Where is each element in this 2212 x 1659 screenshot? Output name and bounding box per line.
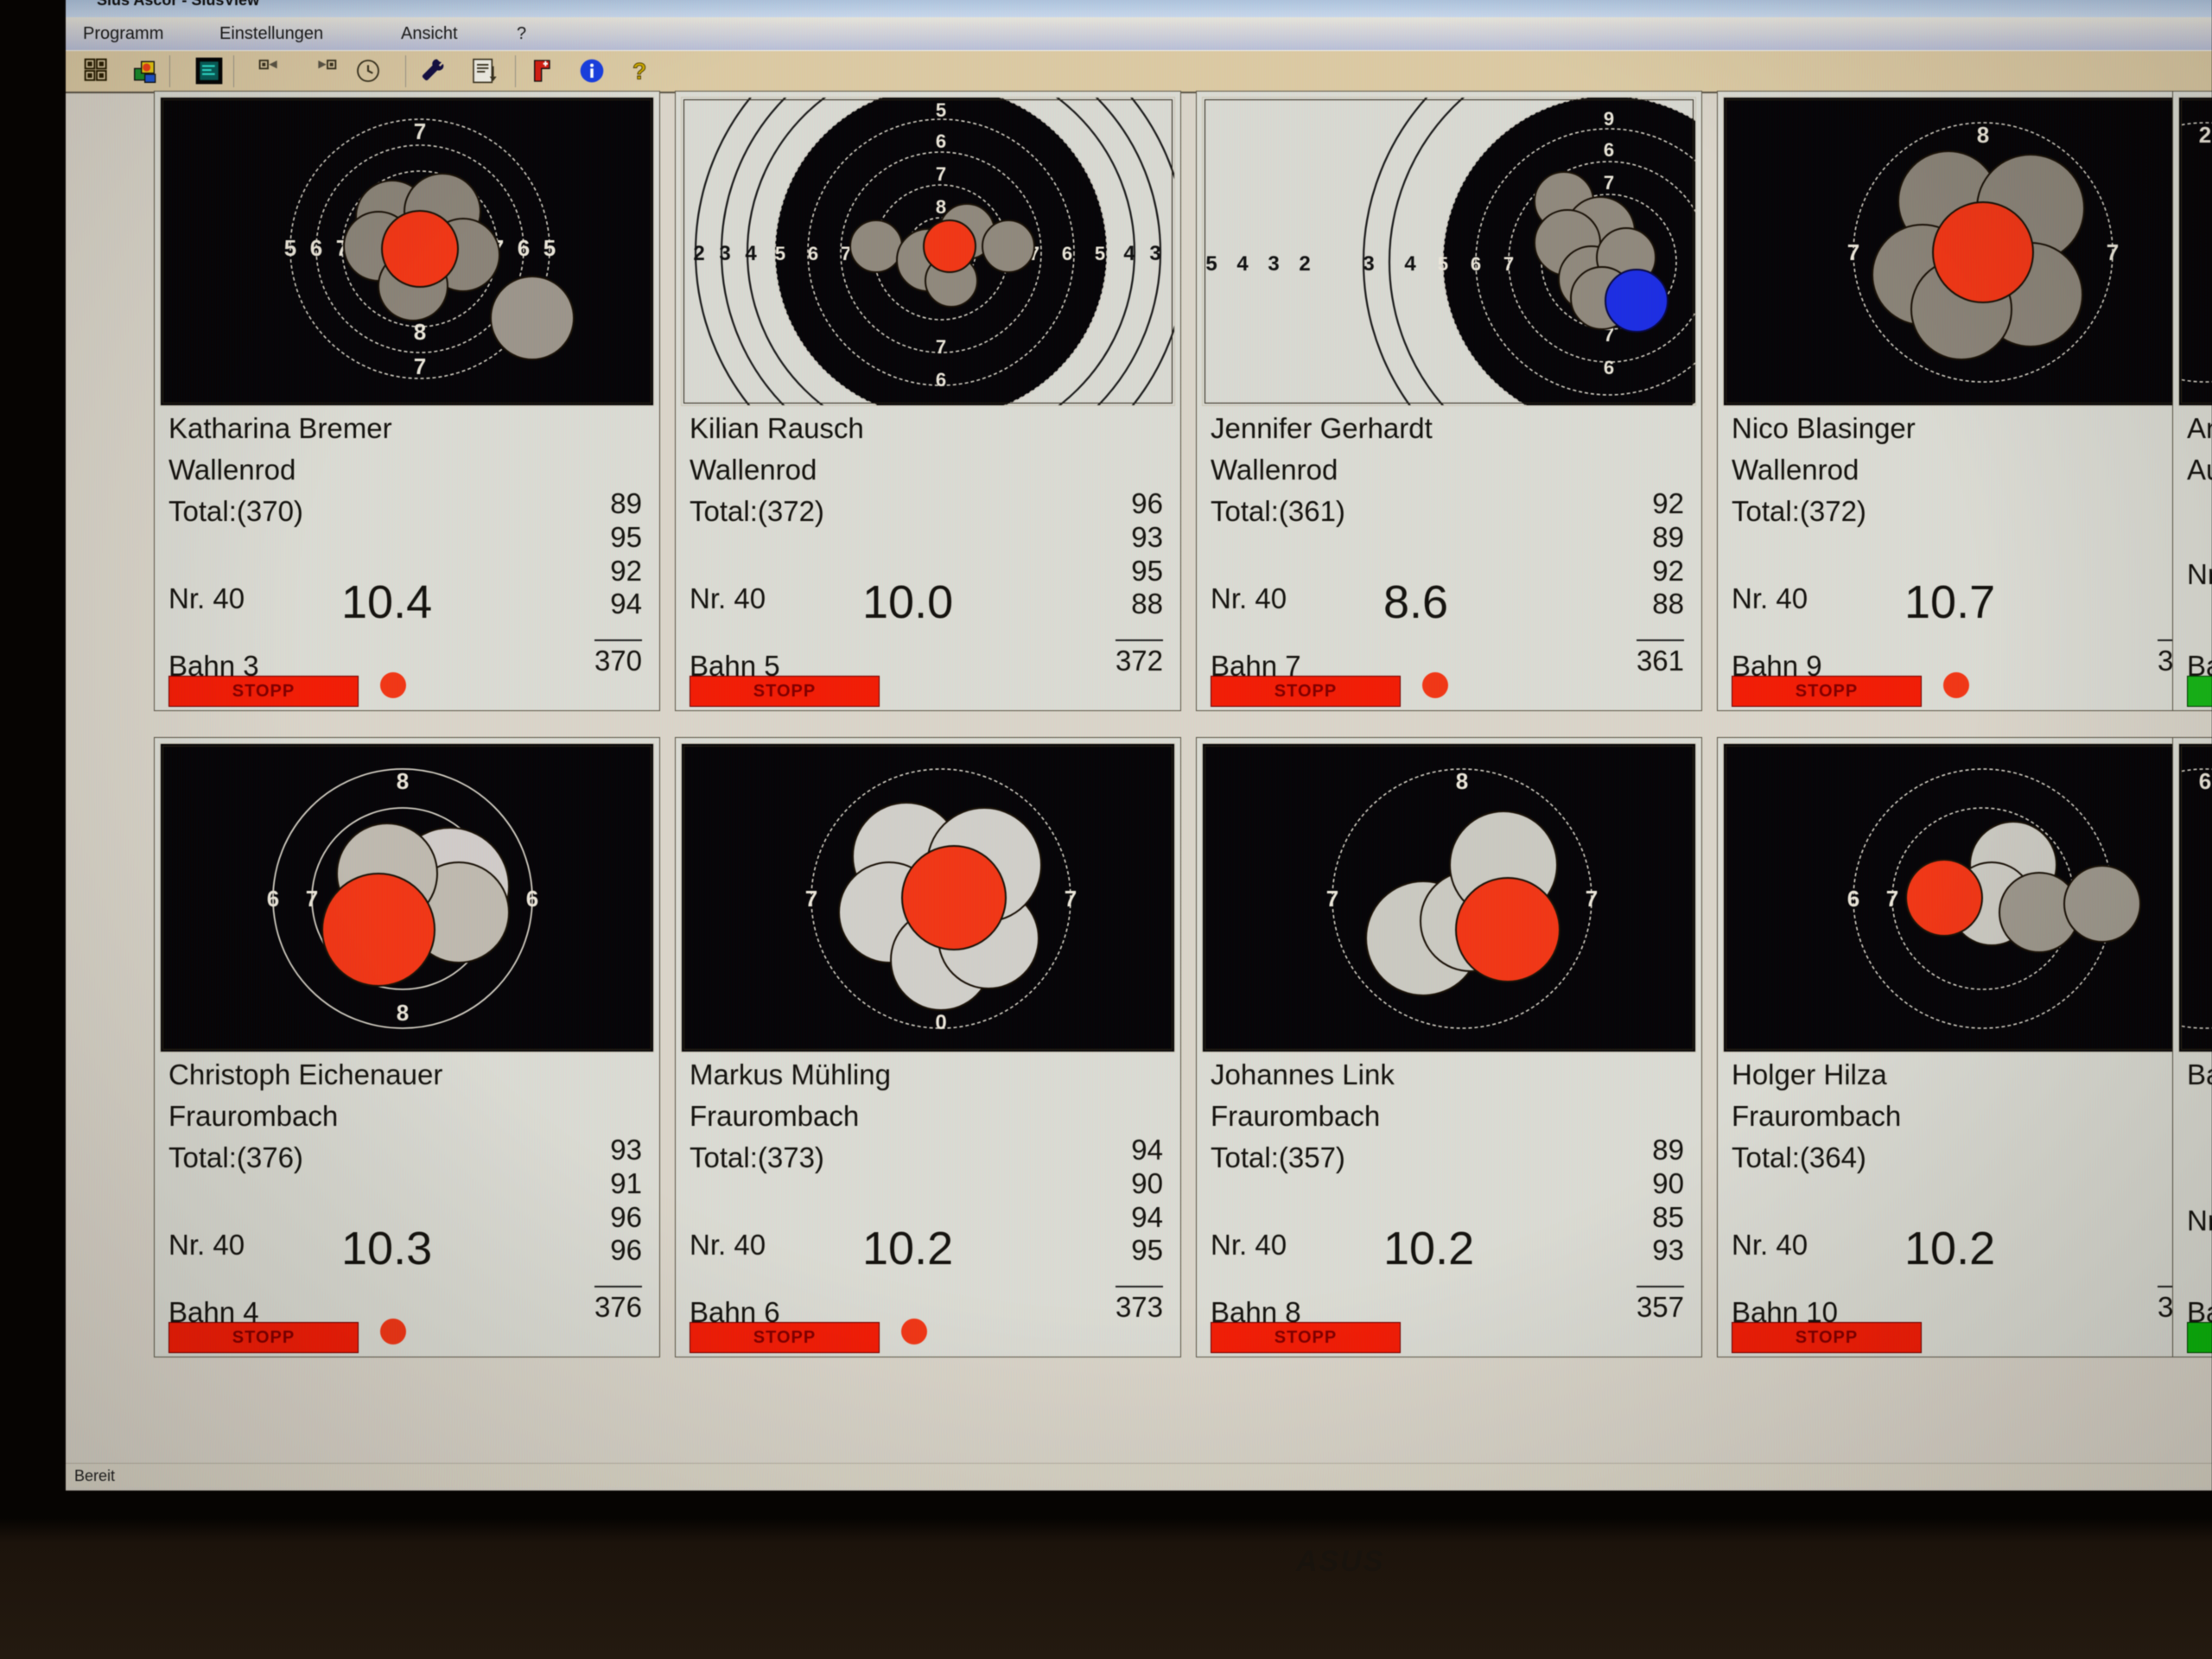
svg-text:6: 6 [267,886,279,912]
svg-text:6: 6 [1604,357,1614,378]
svg-text:4: 4 [1123,242,1135,265]
svg-text:7: 7 [306,886,318,912]
svg-text:8: 8 [1456,768,1468,794]
svg-text:8: 8 [414,319,426,345]
svg-text:9: 9 [1604,108,1614,130]
svg-text:7: 7 [936,163,946,185]
svg-text:8: 8 [397,768,409,794]
svg-text:3: 3 [719,242,730,265]
svg-text:7: 7 [414,353,426,379]
svg-text:5: 5 [284,235,296,261]
svg-text:7: 7 [936,336,946,358]
svg-text:0: 0 [935,1011,946,1034]
svg-text:5: 5 [936,99,946,121]
svg-text:6: 6 [1471,253,1481,275]
svg-text:5: 5 [543,235,556,261]
svg-text:7: 7 [1586,886,1598,912]
svg-text:4: 4 [745,242,757,265]
svg-text:7: 7 [1604,172,1614,194]
svg-text:7: 7 [1326,886,1338,912]
svg-text:7: 7 [1847,239,1859,265]
svg-text:6: 6 [310,235,322,261]
svg-text:3: 3 [1149,242,1160,265]
svg-text:5: 5 [1438,253,1448,275]
svg-text:5: 5 [775,243,785,264]
svg-text:2: 2 [1173,242,1175,265]
svg-text:6: 6 [936,369,946,391]
svg-text:2: 2 [1299,252,1310,276]
svg-text:6: 6 [1847,886,1859,912]
svg-text:6: 6 [526,886,538,912]
svg-text:7: 7 [805,886,817,912]
svg-text:7: 7 [414,118,426,144]
svg-text:3: 3 [1363,252,1374,276]
svg-text:4: 4 [1404,252,1416,276]
svg-text:?: ? [632,58,646,84]
svg-text:7: 7 [1065,886,1077,912]
svg-text:4: 4 [1236,252,1249,276]
svg-text:8: 8 [1977,122,1989,148]
svg-text:5: 5 [1095,243,1105,264]
svg-text:6: 6 [1604,139,1614,161]
svg-text:3: 3 [1268,252,1279,276]
svg-text:7: 7 [1886,886,1898,912]
svg-text:6: 6 [2199,768,2211,794]
svg-text:2: 2 [2199,122,2211,148]
svg-text:7: 7 [1503,253,1514,275]
svg-text:6: 6 [1062,243,1072,264]
svg-text:6: 6 [808,243,818,264]
svg-text:6: 6 [518,235,530,261]
svg-text:8: 8 [397,1000,409,1026]
svg-text:2: 2 [693,242,704,265]
svg-text:5: 5 [1205,252,1217,276]
svg-text:6: 6 [936,130,946,152]
svg-text:7: 7 [2107,239,2119,265]
